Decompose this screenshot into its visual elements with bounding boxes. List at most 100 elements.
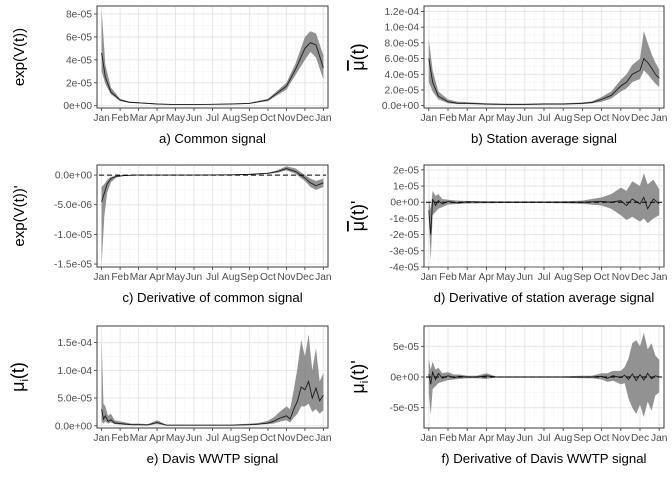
x-tick-label: Jan: [93, 113, 109, 124]
x-tick-label: Oct: [260, 113, 276, 124]
y-tick-label: 2e-05: [66, 78, 92, 89]
x-tick-label: Nov: [277, 113, 296, 124]
x-tick-label: Sep: [240, 113, 258, 124]
x-tick-label: Jan: [651, 433, 667, 444]
x-tick-label: Jan: [315, 113, 331, 124]
x-tick-label: Apr: [149, 272, 165, 283]
panel-a-ylabel: exp(V(t)): [11, 28, 28, 86]
x-tick-label: Dec: [631, 272, 649, 283]
panel-f-caption: f) Derivative of Davis WWTP signal: [442, 451, 647, 466]
y-tick-label: 1.2e-04: [384, 7, 419, 18]
x-tick-label: Jul: [206, 272, 219, 283]
x-tick-label: Feb: [111, 272, 129, 283]
y-tick-label: 8.0e-05: [384, 38, 419, 49]
y-tick-label: 0e+00: [390, 373, 419, 384]
x-tick-label: May: [166, 113, 186, 124]
credible-band: [428, 332, 660, 417]
y-tick-label: 4e-05: [66, 55, 92, 66]
x-tick-label: Oct: [594, 433, 610, 444]
x-tick-label: Jan: [651, 113, 667, 124]
y-tick-label: 0.0e+00: [55, 171, 92, 182]
x-tick-label: Mar: [458, 272, 476, 283]
x-tick-label: Jun: [517, 433, 533, 444]
y-tick-label: -4e-05: [390, 263, 420, 274]
x-tick-label: Jan: [651, 272, 667, 283]
x-tick-label: May: [496, 433, 516, 444]
panel-b-caption: b) Station average signal: [471, 131, 617, 146]
x-tick-label: Jun: [517, 272, 533, 283]
x-tick-label: May: [496, 272, 516, 283]
x-tick-label: May: [166, 433, 186, 444]
x-tick-label: Dec: [296, 113, 314, 124]
x-tick-label: Oct: [594, 272, 610, 283]
y-tick-label: -1.5e-05: [54, 260, 92, 271]
plot-area: 2e-051e-050e+00-1e-05-2e-05-3e-05-4e-05J…: [390, 164, 667, 283]
x-tick-label: Nov: [612, 433, 631, 444]
x-tick-label: Jun: [186, 113, 202, 124]
x-tick-label: Jan: [315, 272, 331, 283]
x-tick-label: Sep: [573, 272, 591, 283]
panel-d: 2e-051e-050e+00-1e-05-2e-05-3e-05-4e-05J…: [348, 164, 667, 305]
x-tick-label: Jan: [315, 433, 331, 444]
x-tick-label: Aug: [554, 113, 572, 124]
x-tick-label: Mar: [130, 272, 148, 283]
x-tick-label: Feb: [439, 272, 457, 283]
mean-line: [101, 42, 324, 106]
x-tick-label: Apr: [478, 272, 494, 283]
x-tick-label: Mar: [130, 433, 148, 444]
x-tick-label: Jul: [206, 433, 219, 444]
panel-b: 0.0e+00 2.0e-05 4.0e-05 6.0e-05 8.0e-05 1.0e-…: [348, 5, 667, 146]
y-tick-label: 1.5e-04: [57, 338, 92, 349]
x-tick-label: Dec: [631, 113, 649, 124]
x-tick-label: Oct: [260, 272, 276, 283]
y-tick-label: -3e-05: [390, 246, 420, 257]
x-tick-label: Nov: [277, 433, 296, 444]
y-tick-label: 4.0e-05: [384, 70, 419, 81]
x-tick-label: Apr: [478, 433, 494, 444]
y-tick-label: -2e-05: [390, 230, 420, 241]
x-tick-label: Apr: [149, 433, 165, 444]
x-tick-label: Jan: [421, 113, 437, 124]
x-tick-label: Sep: [240, 272, 258, 283]
x-tick-label: Jul: [537, 113, 550, 124]
panel-d-caption: d) Derivative of station average signal: [434, 290, 655, 305]
x-tick-label: May: [166, 272, 186, 283]
y-tick-label: -5e-05: [390, 403, 420, 414]
x-tick-label: Apr: [478, 113, 494, 124]
x-tick-label: Feb: [439, 113, 457, 124]
panel-b-ylabel: μ(t): [348, 43, 368, 70]
x-tick-label: Mar: [130, 113, 148, 124]
x-tick-label: Aug: [554, 272, 572, 283]
x-tick-label: Jan: [93, 433, 109, 444]
x-tick-label: Jul: [537, 433, 550, 444]
credible-band: [101, 334, 324, 426]
y-tick-label: 0e+00: [390, 198, 419, 209]
y-tick-label: 1.0e-04: [384, 23, 419, 34]
panel-f-ylabel: μi(t)': [348, 360, 371, 393]
x-tick-label: Dec: [296, 272, 314, 283]
y-tick-label: -5.0e-06: [54, 200, 92, 211]
mean-line: [428, 57, 660, 105]
x-tick-label: Feb: [111, 433, 129, 444]
panel-c-caption: c) Derivative of common signal: [122, 290, 302, 305]
mean-line: [101, 379, 324, 426]
x-tick-label: Oct: [594, 113, 610, 124]
x-tick-label: Jan: [421, 272, 437, 283]
x-tick-label: Aug: [222, 433, 240, 444]
x-tick-label: May: [496, 113, 516, 124]
y-tick-label: 5.0e-05: [57, 394, 92, 405]
x-tick-label: Jun: [517, 113, 533, 124]
y-tick-label: 8e-05: [66, 10, 92, 21]
x-tick-label: Oct: [260, 433, 276, 444]
x-tick-label: Dec: [631, 433, 649, 444]
y-tick-label: 2e-05: [393, 165, 419, 176]
x-tick-label: Mar: [458, 433, 476, 444]
y-tick-label: -1e-05: [390, 214, 420, 225]
y-tick-label: 2.0e-05: [384, 85, 419, 96]
